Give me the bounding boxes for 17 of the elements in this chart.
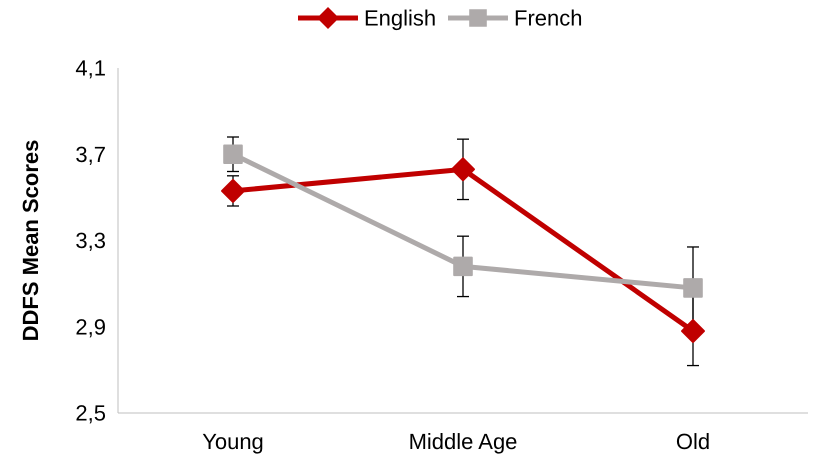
x-tick-label: Old [676, 429, 710, 454]
y-tick-label: 2,5 [75, 400, 106, 426]
point [451, 157, 475, 182]
y-tick-label: 4,1 [75, 56, 106, 81]
legend-label: French [514, 6, 582, 31]
point [223, 144, 243, 164]
x-tick-label: Young [202, 429, 264, 454]
y-tick-label: 3,7 [75, 142, 106, 167]
point [221, 178, 245, 203]
point [683, 278, 703, 298]
point [453, 256, 473, 276]
legend-label: English [364, 6, 436, 31]
x-tick-label: Middle Age [408, 429, 518, 454]
y-tick-label: 2,9 [75, 314, 106, 340]
y-axis-title: DDFS Mean Scores [18, 140, 43, 342]
point [681, 319, 705, 344]
y-tick-label: 3,3 [75, 228, 106, 254]
